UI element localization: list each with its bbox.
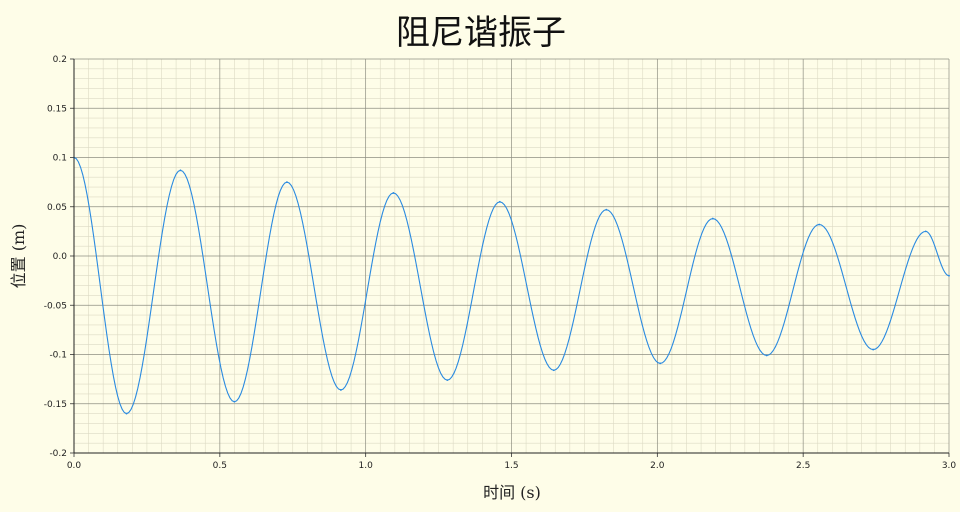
- data-point: [446, 379, 449, 382]
- data-point: [711, 217, 714, 220]
- tick-labels: 0.0 0.5 1.0 1.5 2.0 2.5 3.00.20.150.10.050.0-0…: [44, 55, 957, 471]
- series-line-0: [73, 157, 950, 415]
- data-point: [498, 200, 501, 203]
- data-point: [765, 354, 768, 357]
- chart-title: 阻尼谐振子: [396, 13, 566, 53]
- y-tick-label: 0.05: [47, 203, 67, 213]
- data-point: [233, 400, 236, 403]
- x-axis-label: 时间 (s): [483, 483, 541, 502]
- data-point: [948, 274, 950, 277]
- x-tick-label: 1.5: [504, 461, 518, 471]
- y-tick-label: 0.15: [47, 104, 67, 114]
- x-tick-label: 2.5: [796, 461, 810, 471]
- data-point: [125, 412, 128, 415]
- data-point: [605, 208, 608, 211]
- y-tick-label: -0.05: [44, 301, 67, 311]
- data-point: [818, 223, 821, 226]
- x-tick-label: 0.5: [213, 461, 227, 471]
- y-tick-label: -0.15: [44, 400, 67, 410]
- data-point: [659, 362, 662, 365]
- y-tick-label: -0.2: [49, 449, 67, 459]
- y-tick-label: 0.1: [53, 154, 67, 164]
- y-tick-label: -0.1: [49, 351, 67, 361]
- grid: [70, 58, 950, 457]
- data-point: [872, 348, 875, 351]
- axes: [73, 59, 949, 454]
- data-point: [924, 230, 927, 233]
- x-tick-label: 3.0: [942, 461, 957, 471]
- x-tick-label: 2.0: [650, 461, 665, 471]
- data-point: [286, 181, 288, 184]
- data-point: [552, 369, 555, 372]
- y-tick-label: 0.2: [53, 55, 67, 65]
- y-tick-label: 0.0: [53, 252, 68, 262]
- data-point: [392, 192, 395, 194]
- y-axis-label: 位置 (m): [9, 224, 28, 289]
- data-point: [339, 389, 342, 391]
- data-point: [179, 169, 182, 172]
- x-tick-label: 0.0: [67, 461, 82, 471]
- x-tick-label: 1.0: [359, 461, 374, 471]
